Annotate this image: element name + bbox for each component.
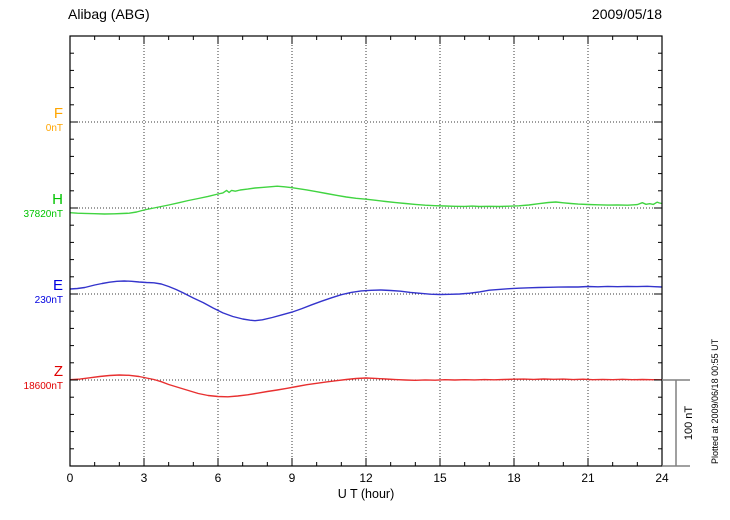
plotted-at-note: Plotted at 2009/06/18 00:55 UT — [710, 338, 720, 464]
component-baseline-value-F: 0nT — [45, 123, 63, 134]
x-tick-label-0: 0 — [66, 471, 74, 485]
scale-bar — [662, 379, 690, 467]
component-label-F: F — [53, 105, 63, 122]
x-tick-label-9: 9 — [288, 471, 296, 485]
component-label-H: H — [52, 191, 63, 208]
date-label: 2009/05/18 — [591, 6, 662, 22]
trace-E — [69, 280, 663, 322]
plot-frame — [69, 35, 663, 467]
component-baseline-value-Z: 18600nT — [23, 381, 63, 392]
trace-Z — [69, 374, 663, 398]
component-label-E: E — [52, 277, 63, 294]
x-tick-label-6: 6 — [214, 471, 222, 485]
x-tick-label-3: 3 — [140, 471, 148, 485]
x-tick-label-21: 21 — [581, 471, 595, 485]
component-label-Z: Z — [53, 363, 63, 380]
x-tick-label-15: 15 — [433, 471, 447, 485]
x-tick-label-18: 18 — [507, 471, 521, 485]
x-tick-label-12: 12 — [359, 471, 373, 485]
component-baseline-value-E: 230nT — [34, 295, 63, 306]
trace-H — [69, 185, 663, 215]
x-axis-label: U T (hour) — [337, 487, 395, 501]
x-tick-label-24: 24 — [655, 471, 669, 485]
component-baseline-value-H: 37820nT — [23, 209, 63, 220]
scale-bar-label: 100 nT — [683, 405, 695, 441]
page-title: Alibag (ABG) — [68, 6, 150, 22]
